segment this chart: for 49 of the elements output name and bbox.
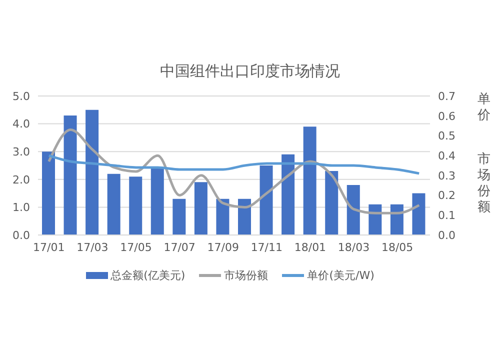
bar [368,204,382,235]
bar [282,154,295,235]
x-tick-label: 17/03 [76,240,108,254]
legend-label: 总金额(亿美元) [110,268,186,283]
y2-tick-label: 0.3 [438,169,456,182]
bar [107,174,120,235]
x-tick-label: 18/03 [338,240,370,254]
bar [216,198,230,235]
bar [238,198,251,235]
y2-tick-label: 0.0 [438,228,456,242]
y-tick-label: 4.0 [12,118,30,131]
y-tick-label: 3.0 [12,146,30,159]
legend-label: 单价(美元/W) [307,268,374,283]
bar [260,166,273,235]
bar [325,171,338,235]
bar [150,168,164,235]
y2-tick-label: 0.5 [438,130,456,143]
bar [390,204,404,235]
y2-axis-title: 单价 [476,92,492,124]
x-tick-label: 17/11 [250,240,283,254]
bar [172,198,186,235]
bar [346,184,360,235]
text: 市场份额 [476,152,492,216]
x-tick-label: 17/01 [33,240,65,254]
x-tick-label: 17/07 [164,240,196,254]
y2-tick-label: 0.4 [438,149,456,162]
x-tick-label: 17/05 [120,240,152,254]
x-tick-label: 17/09 [207,240,239,254]
y2-tick-label: 0.2 [438,189,456,202]
line-series [48,128,420,214]
y-tick-label: 0.0 [12,228,30,242]
bar [42,152,55,235]
y-tick-label: 5.0 [12,90,30,103]
y-tick-label: 1.0 [12,201,30,214]
bar [64,115,77,235]
y-tick-label: 2.0 [12,173,30,186]
bar [303,126,316,235]
chart-title: 中国组件出口印度市场情况 [159,62,341,81]
y2-tick-label: 0.7 [438,90,456,103]
y2-tick-label: 0.1 [438,209,456,222]
legend-label: 市场份额 [224,268,268,283]
bar [129,176,142,235]
bar [86,110,99,235]
bar [194,182,208,235]
bar [412,193,426,235]
y2-tick-label: 0.6 [438,110,456,123]
x-tick-label: 18/01 [294,240,326,254]
line-series [48,154,420,175]
x-tick-label: 18/05 [381,240,414,254]
